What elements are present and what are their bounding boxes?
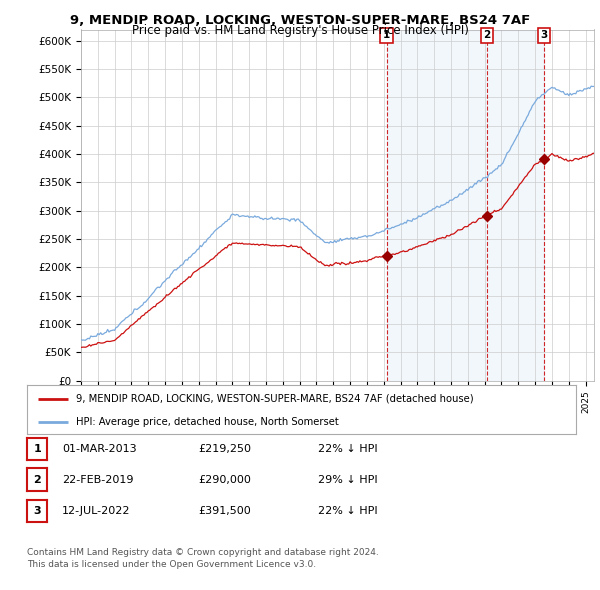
Text: 9, MENDIP ROAD, LOCKING, WESTON-SUPER-MARE, BS24 7AF: 9, MENDIP ROAD, LOCKING, WESTON-SUPER-MA…: [70, 14, 530, 27]
Text: 3: 3: [34, 506, 41, 516]
Text: HPI: Average price, detached house, North Somerset: HPI: Average price, detached house, Nort…: [76, 417, 339, 427]
Text: 3: 3: [541, 30, 548, 40]
Text: 01-MAR-2013: 01-MAR-2013: [62, 444, 136, 454]
Text: £290,000: £290,000: [198, 475, 251, 484]
Text: 22% ↓ HPI: 22% ↓ HPI: [318, 444, 377, 454]
Text: £219,250: £219,250: [198, 444, 251, 454]
Text: 22% ↓ HPI: 22% ↓ HPI: [318, 506, 377, 516]
Text: 2: 2: [34, 475, 41, 484]
Text: 12-JUL-2022: 12-JUL-2022: [62, 506, 130, 516]
Text: 2: 2: [484, 30, 491, 40]
Text: Price paid vs. HM Land Registry's House Price Index (HPI): Price paid vs. HM Land Registry's House …: [131, 24, 469, 37]
Text: 1: 1: [34, 444, 41, 454]
Text: 29% ↓ HPI: 29% ↓ HPI: [318, 475, 377, 484]
Bar: [386, 30, 544, 381]
Text: £391,500: £391,500: [198, 506, 251, 516]
Text: 22-FEB-2019: 22-FEB-2019: [62, 475, 133, 484]
Text: 1: 1: [383, 30, 390, 40]
Text: Contains HM Land Registry data © Crown copyright and database right 2024.: Contains HM Land Registry data © Crown c…: [27, 548, 379, 558]
Text: This data is licensed under the Open Government Licence v3.0.: This data is licensed under the Open Gov…: [27, 559, 316, 569]
Text: 9, MENDIP ROAD, LOCKING, WESTON-SUPER-MARE, BS24 7AF (detached house): 9, MENDIP ROAD, LOCKING, WESTON-SUPER-MA…: [76, 394, 474, 404]
